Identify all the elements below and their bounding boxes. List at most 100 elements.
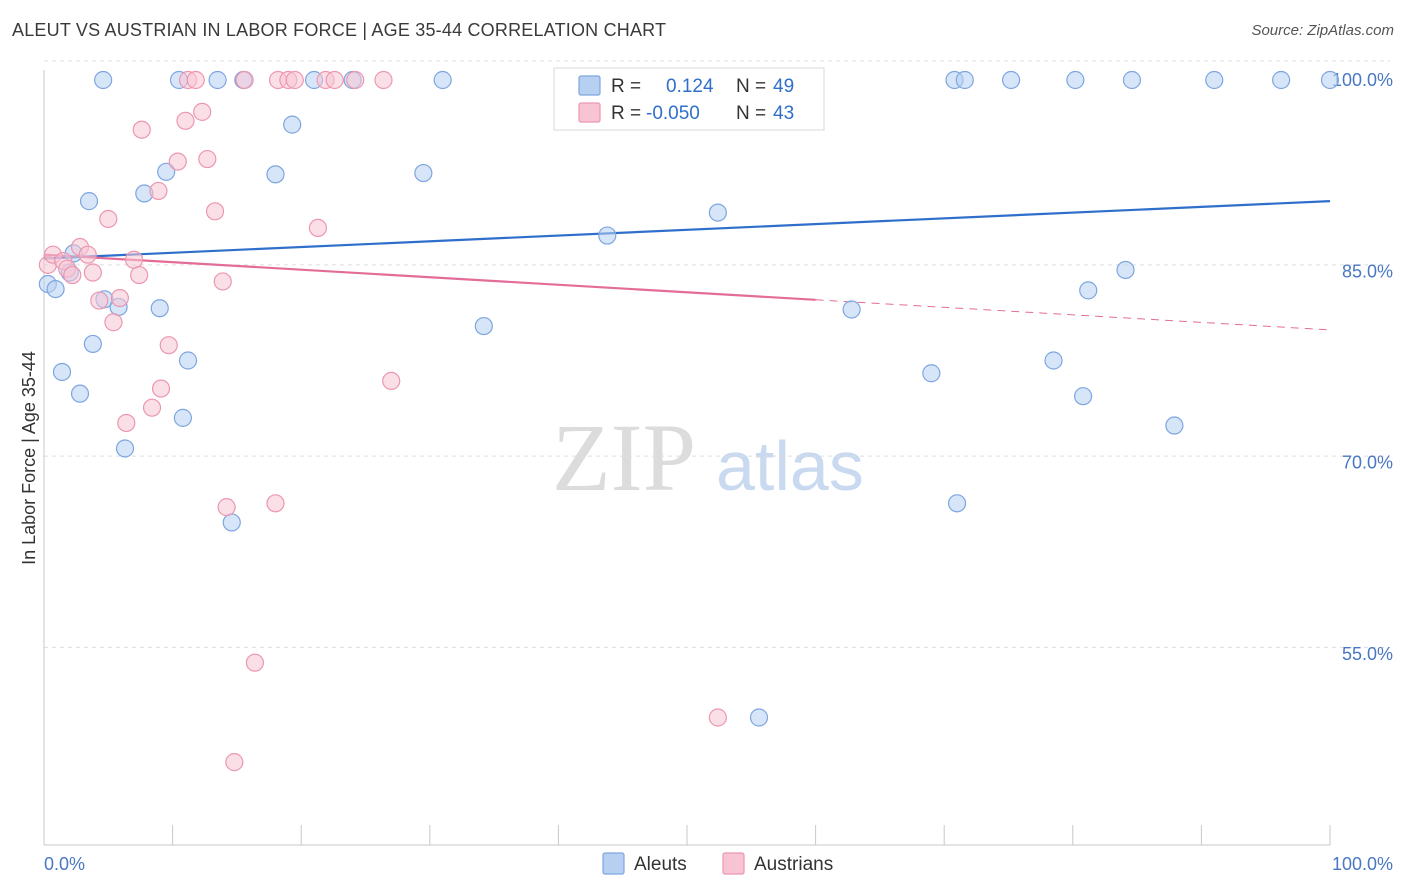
legend-n-label-austrians: N = [736,103,766,124]
aleut-point [1272,70,1291,90]
austrian-point [132,120,151,139]
austrian-trend-line-extension [815,299,1331,331]
aleut-point [749,708,769,727]
aleut-point [433,70,452,90]
aleut-point [1122,70,1142,90]
legend-r-label-aleuts: R = [611,76,641,97]
legend-swatch-aleuts [578,75,601,96]
legend-swatch-austrians [578,102,601,123]
aleut-point [266,165,285,184]
austrian-point [205,202,225,221]
aleut-point [955,70,974,90]
austrian-point [198,149,217,169]
aleut-point [208,70,227,90]
austrian-point [63,265,82,285]
aleut-point [1066,70,1085,90]
austrian-point [151,379,171,398]
aleut-point [173,408,192,427]
aleut-point [157,162,176,181]
data-points [38,70,1340,772]
y-tick-label: 55.0% [1342,644,1393,664]
aleut-point [598,226,617,245]
aleut-point [474,316,493,336]
austrian-point [186,70,205,90]
austrian-point [78,245,97,264]
austrian-point [149,181,168,201]
aleut-point [1165,416,1184,435]
austrian-point [142,398,162,417]
aleut-point [222,513,241,532]
austrian-point [104,313,123,332]
austrian-point [382,371,401,390]
legend-bottom-label-aleuts: Aleuts [634,854,687,875]
austrian-point [117,413,136,433]
y-tick-label: 85.0% [1342,261,1393,281]
aleut-point [46,280,65,299]
aleut-point [1116,260,1135,280]
legend-bottom-swatch-aleuts [602,852,625,875]
y-tick-labels: 100.0% 85.0% 70.0% 55.0% [1332,70,1393,664]
aleut-point [1205,70,1224,90]
aleut-point [150,299,169,318]
x-tick-label: 0.0% [44,854,85,874]
aleut-point [115,439,135,458]
aleut-point [1001,70,1021,90]
aleut-point [94,70,113,90]
austrian-point [124,250,144,269]
aleut-point [842,300,861,319]
austrian-point [225,753,244,772]
austrian-point [193,102,212,121]
austrian-point [83,263,102,282]
austrian-point [217,498,236,517]
legend-r-label-austrians: R = [611,103,641,124]
watermark-atlas: atlas [716,427,864,505]
austrian-point [213,272,232,291]
aleut-point [708,203,727,222]
austrian-point [176,111,195,130]
trend-lines [43,200,1331,331]
legend-r-value-austrians: -0.050 [646,103,700,124]
austrian-point [235,70,254,90]
legend-n-value-aleuts: 49 [773,76,794,97]
aleut-point [178,351,198,370]
x-ticks [172,825,1331,845]
austrian-point [110,288,129,308]
legend-r-value-aleuts: 0.124 [666,76,714,97]
aleut-point [70,384,90,403]
austrian-point [708,708,727,727]
austrian-point [266,494,285,513]
y-axis-label: In Labor Force | Age 35-44 [19,351,39,565]
y-tick-label: 100.0% [1332,70,1393,90]
austrian-point [325,70,344,90]
austrian-point [346,70,365,90]
aleut-point [1320,70,1340,90]
austrian-point [245,653,265,672]
y-tick-label: 70.0% [1342,453,1393,473]
x-tick-labels: 0.0% 100.0% [44,854,1393,874]
aleut-point [79,192,99,211]
legend-n-value-austrians: 43 [773,103,794,124]
aleut-point [283,115,302,134]
aleut-point [414,163,433,183]
aleut-point [52,362,72,382]
source-label: Source: ZipAtlas.com [1251,22,1394,39]
aleut-point [83,334,102,354]
austrian-trend-line [43,253,816,301]
austrian-point [285,70,304,90]
aleut-point [947,494,967,513]
watermark-zip: ZIP [552,404,696,511]
austrian-point [159,336,178,355]
legend-bottom-label-austrians: Austrians [754,854,833,875]
chart-title: ALEUT VS AUSTRIAN IN LABOR FORCE | AGE 3… [12,20,667,40]
austrian-point [90,291,109,310]
austrian-point [374,70,393,90]
aleut-point [922,364,941,383]
austrian-point [168,152,187,171]
gridlines [44,60,1390,648]
aleut-trend-line [43,200,1331,260]
aleut-point [1079,281,1098,300]
aleut-point [1044,351,1063,370]
legend-n-label-aleuts: N = [736,76,766,97]
legend-bottom-swatch-austrians [722,852,745,875]
